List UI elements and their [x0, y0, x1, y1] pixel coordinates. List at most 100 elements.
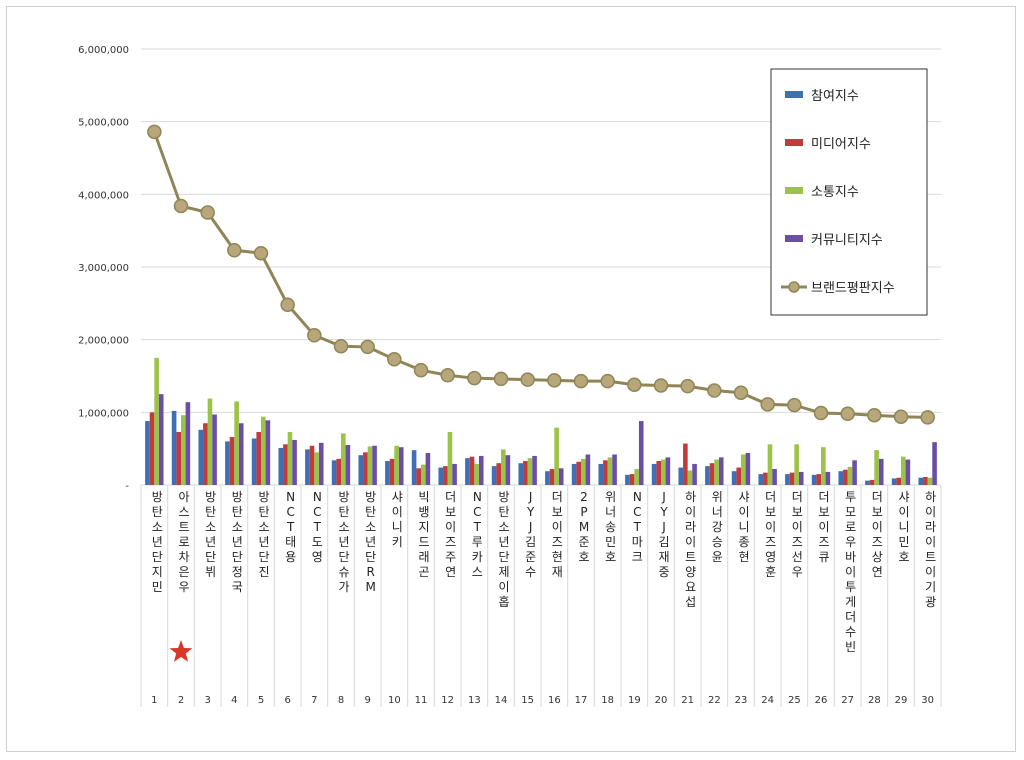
bar-participation [145, 421, 150, 485]
bar-communication [901, 456, 906, 485]
bar-participation [385, 461, 390, 485]
bar-media [576, 461, 581, 485]
bar-communication [741, 454, 746, 485]
bar-participation [838, 471, 844, 485]
bar-media [736, 467, 741, 485]
bar-community [852, 460, 857, 485]
rank-label: 7 [311, 695, 317, 706]
bar-media [363, 452, 368, 485]
bar-media [256, 431, 261, 485]
bar-participation [705, 466, 710, 485]
bar-communication [581, 458, 586, 485]
bar-participation [225, 441, 230, 485]
bar-community [932, 442, 937, 485]
bar-participation [438, 467, 444, 485]
bar-participation [731, 471, 737, 485]
bar-community [905, 459, 911, 485]
bar-communication [794, 444, 799, 485]
y-tick-label: 2,000,000 [78, 336, 129, 347]
bar-participation [331, 460, 337, 485]
bar-participation [305, 449, 310, 485]
rank-label: 21 [681, 695, 694, 706]
bar-media [149, 412, 155, 485]
legend-swatch [785, 187, 803, 194]
bar-participation [171, 410, 177, 485]
bar-community [265, 420, 271, 485]
brand-point [600, 373, 615, 389]
rank-label: 6 [284, 695, 290, 706]
bar-community [505, 455, 511, 485]
rank-label: 5 [258, 695, 264, 706]
red-star-icon [169, 640, 193, 662]
bar-media [283, 444, 288, 485]
bar-communication [607, 457, 613, 485]
legend-label: 참여지수 [811, 89, 859, 104]
bar-media [496, 463, 501, 485]
legend-swatch [785, 235, 803, 242]
brand-point [360, 339, 375, 355]
legend-marker [788, 281, 800, 293]
rank-label: 16 [548, 695, 561, 706]
rank-label: 9 [364, 695, 370, 706]
bar-communication [714, 459, 719, 485]
bar-participation [358, 455, 364, 485]
bar-media [603, 460, 608, 485]
bar-media [469, 456, 475, 485]
bar-media [789, 472, 795, 485]
bar-community [692, 463, 697, 485]
bar-community [665, 457, 671, 485]
bar-participation [198, 429, 204, 485]
rank-label: 14 [495, 695, 508, 706]
bar-media [176, 431, 181, 485]
bar-participation [411, 450, 417, 485]
bar-communication [687, 470, 693, 485]
bar-community [585, 454, 591, 485]
brand-point [200, 205, 215, 220]
bar-communication [447, 431, 453, 485]
rank-label: 25 [788, 695, 801, 706]
brand-point [440, 368, 455, 383]
rank-label: 12 [441, 695, 454, 706]
bar-media [923, 477, 928, 485]
brand-point [813, 405, 829, 421]
bar-media [816, 474, 821, 485]
brand-point [573, 373, 589, 389]
rank-label: 19 [628, 695, 641, 706]
rank-label: 28 [868, 695, 881, 706]
brand-point [307, 328, 322, 343]
bar-community [612, 454, 617, 485]
bar-participation [785, 474, 790, 485]
legend-label: 소통지수 [811, 185, 859, 200]
bar-participation [625, 474, 630, 485]
bar-community [558, 468, 564, 485]
bar-media [549, 469, 555, 485]
y-tick-label: 6,000,000 [78, 45, 129, 56]
bar-communication [287, 431, 293, 485]
bar-media [896, 477, 901, 485]
brand-point [413, 362, 429, 378]
bar-communication [847, 466, 853, 485]
bar-media [416, 468, 421, 485]
brand-point [920, 410, 935, 425]
brand-point [547, 373, 562, 388]
bar-participation [491, 466, 497, 485]
brand-point [653, 378, 669, 393]
legend-swatch [785, 139, 803, 146]
bar-communication [394, 445, 399, 485]
brand-point [707, 383, 722, 398]
bar-community [478, 455, 484, 485]
bar-community [398, 447, 404, 485]
bar-participation [251, 438, 257, 485]
